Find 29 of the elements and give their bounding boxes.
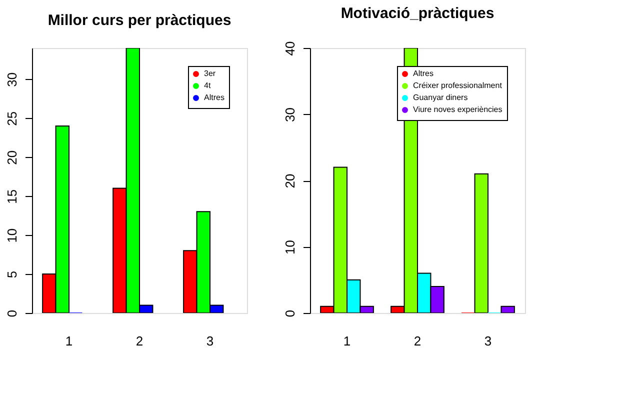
x-tick-label: 3 [206, 334, 214, 348]
x-tick-label: 2 [136, 334, 144, 348]
legend-label: 3er [204, 69, 216, 78]
legend-label: Guanyar diners [413, 93, 468, 102]
bar [500, 306, 515, 313]
y-tick-label: 25 [4, 111, 20, 126]
legend-label: Altres [413, 69, 434, 78]
legend-label: 4t [204, 81, 212, 90]
y-tick-label: 10 [282, 240, 298, 254]
y-tick-label: 15 [4, 189, 20, 204]
chart-title: Motivació_pràctiques [340, 4, 494, 22]
y-tick-label: 40 [282, 41, 298, 56]
y-tick-label: 0 [282, 310, 298, 318]
legend-label: Viure noves experiències [413, 105, 502, 114]
y-tick-label: 10 [4, 228, 20, 243]
x-tick-label: 3 [484, 334, 492, 348]
x-tick-label: 2 [414, 334, 422, 348]
bar [474, 173, 488, 313]
legend-label: Altres [204, 93, 224, 102]
y-tick-label: 30 [4, 72, 20, 87]
y-tick-label: 20 [4, 150, 20, 165]
x-tick-label: 1 [65, 334, 73, 348]
y-tick-label: 0 [4, 310, 20, 318]
x-tick-label: 1 [343, 334, 351, 348]
legend-label: Créixer professionalment [413, 81, 503, 90]
y-tick-label: 30 [282, 108, 298, 122]
y-tick-label: 20 [282, 174, 298, 188]
y-tick-label: 5 [4, 270, 20, 278]
chart-title: Millor curs per pràctiques [48, 12, 232, 29]
